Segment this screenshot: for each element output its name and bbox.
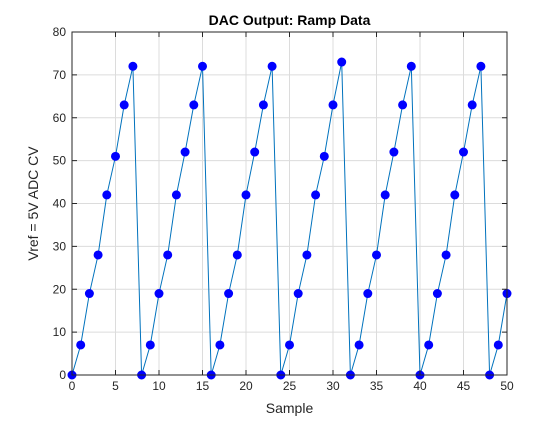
x-tick-label: 0 xyxy=(69,379,76,393)
y-axis-label: Vref = 5V ADC CV xyxy=(25,146,41,261)
data-point xyxy=(467,100,477,110)
data-point xyxy=(285,340,294,350)
x-tick-label: 10 xyxy=(152,379,166,393)
x-tick-label: 45 xyxy=(457,379,471,393)
y-tick-label: 30 xyxy=(53,239,67,253)
data-point xyxy=(389,147,399,157)
data-point xyxy=(363,289,373,299)
y-tick-label: 0 xyxy=(59,368,66,382)
y-tick-label: 20 xyxy=(53,282,67,296)
data-point xyxy=(145,340,155,350)
data-point xyxy=(102,190,112,200)
data-point xyxy=(76,340,86,350)
data-point xyxy=(459,147,468,157)
data-point xyxy=(267,61,277,71)
x-tick-label: 35 xyxy=(370,379,384,393)
data-point xyxy=(293,289,303,299)
data-point xyxy=(337,57,347,67)
x-tick-label: 20 xyxy=(239,379,253,393)
data-point xyxy=(163,250,173,260)
y-tick-label: 70 xyxy=(53,68,67,82)
data-point xyxy=(119,100,129,110)
x-tick-label: 30 xyxy=(326,379,340,393)
data-point xyxy=(180,147,190,157)
data-point xyxy=(189,100,199,110)
data-point xyxy=(241,190,251,200)
data-point xyxy=(372,250,381,260)
data-point xyxy=(250,147,260,157)
x-axis-label: Sample xyxy=(266,400,314,416)
data-point xyxy=(232,250,242,260)
data-point xyxy=(154,289,164,299)
data-point xyxy=(258,100,268,110)
data-point xyxy=(380,190,390,200)
chart-title: DAC Output: Ramp Data xyxy=(209,12,371,28)
x-tick-label: 50 xyxy=(500,379,514,393)
data-point xyxy=(198,61,207,71)
tick-layer: 0 5 10 15 20 25 30 35 40 45 50 0 10 20 30 40 50 60 70 80 xyxy=(53,25,514,393)
y-tick-label: 80 xyxy=(53,25,67,39)
y-tick-label: 50 xyxy=(53,154,67,168)
data-point xyxy=(476,61,486,71)
y-tick-label: 60 xyxy=(53,111,67,125)
data-point xyxy=(441,250,451,260)
y-tick-label: 40 xyxy=(53,197,67,211)
data-point xyxy=(128,61,138,71)
data-point xyxy=(398,100,408,110)
x-tick-label: 25 xyxy=(283,379,297,393)
x-tick-label: 5 xyxy=(112,379,119,393)
data-point xyxy=(319,151,329,161)
data-point xyxy=(311,190,321,200)
data-point xyxy=(93,250,103,260)
data-point xyxy=(424,340,434,350)
data-point xyxy=(84,289,94,299)
data-point xyxy=(302,250,312,260)
y-tick-label: 10 xyxy=(53,325,67,339)
data-point xyxy=(493,340,503,350)
x-tick-label: 15 xyxy=(196,379,210,393)
data-point xyxy=(224,289,234,299)
data-point xyxy=(328,100,338,110)
x-tick-label: 40 xyxy=(413,379,427,393)
data-point xyxy=(450,190,460,200)
data-point xyxy=(171,190,181,200)
data-point xyxy=(354,340,364,350)
data-point xyxy=(111,151,120,161)
data-point xyxy=(406,61,416,71)
data-point xyxy=(215,340,225,350)
data-point xyxy=(432,289,442,299)
